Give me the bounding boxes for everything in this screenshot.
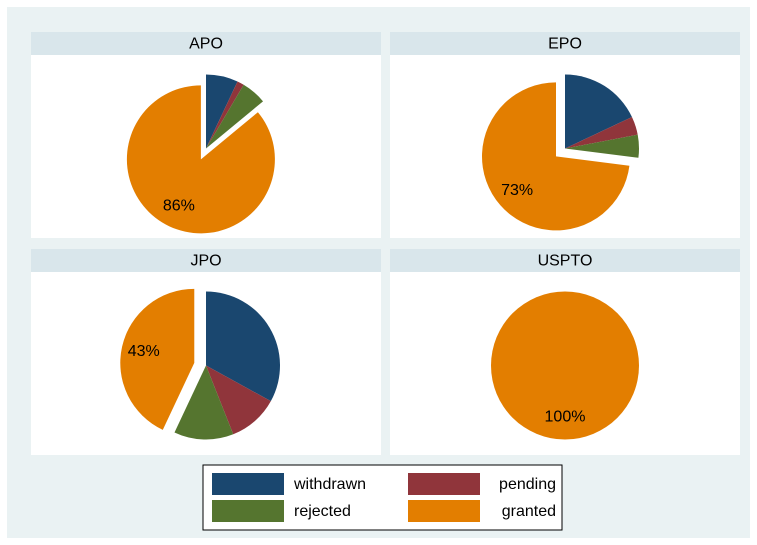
legend-label: granted — [502, 503, 556, 520]
pie-slice — [206, 74, 238, 149]
data-label: 100% — [545, 409, 586, 426]
legend-swatch — [408, 473, 480, 495]
legend-swatch — [212, 473, 284, 495]
panel-header — [31, 249, 381, 272]
pie-slice — [174, 365, 234, 440]
data-label: 43% — [128, 343, 160, 360]
legend-swatch — [408, 500, 480, 522]
legend-swatch — [212, 500, 284, 522]
pie-slice — [565, 116, 638, 149]
panel-title: JPO — [190, 253, 221, 270]
pie-slice — [565, 74, 632, 149]
data-label: 73% — [501, 182, 533, 199]
panel-title: APO — [189, 36, 223, 53]
panel-header — [390, 249, 740, 272]
legend-label: rejected — [294, 503, 351, 520]
pie-slice — [206, 291, 281, 402]
pie-slice — [565, 134, 640, 158]
pie-slice — [120, 288, 195, 430]
pie-slice — [126, 85, 275, 234]
panel-header — [31, 32, 381, 55]
pie-slice — [481, 82, 630, 231]
data-label: 86% — [163, 197, 195, 214]
panel-title: EPO — [548, 36, 582, 53]
pie-slice — [206, 84, 264, 149]
panel-title: USPTO — [538, 253, 593, 270]
legend-label: withdrawn — [293, 476, 366, 493]
legend-label: pending — [499, 476, 556, 493]
panel-header — [390, 32, 740, 55]
pie-slice — [206, 81, 244, 149]
pie-slice — [491, 291, 639, 440]
pie-slice — [206, 365, 271, 435]
